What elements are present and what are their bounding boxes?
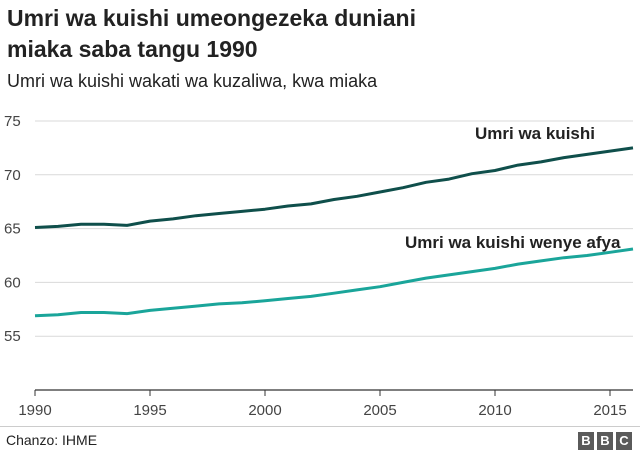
x-tick-label: 2000 [248, 402, 281, 419]
y-tick-label: 65 [4, 221, 21, 238]
x-tick-label: 2010 [478, 402, 511, 419]
bbc-logo-letter-1: B [578, 432, 594, 450]
x-tick-label: 1990 [18, 402, 51, 419]
chart-title: Umri wa kuishi umeongezeka duniani miaka… [7, 3, 627, 65]
series-line-life-expectancy [34, 146, 634, 229]
x-tick-label: 2005 [363, 402, 396, 419]
chart-subtitle: Umri wa kuishi wakati wa kuzaliwa, kwa m… [7, 71, 378, 91]
x-tick-label: 2015 [593, 402, 626, 419]
source-note: Chanzo: IHME [6, 432, 98, 448]
chart-title-line-1: Umri wa kuishi umeongezeka duniani [7, 5, 416, 31]
x-tick-label: 1995 [133, 402, 166, 419]
bbc-logo: B B C [578, 432, 632, 450]
y-tick-label: 75 [4, 113, 21, 130]
bbc-logo-letter-2: B [597, 432, 613, 450]
series-label-healthy-life-expectancy: Umri wa kuishi wenye afya [405, 233, 621, 252]
footer-divider [0, 426, 640, 427]
line-chart: 55 60 65 70 75 1990 1995 2000 2005 2010 2015 Umri … [4, 113, 634, 419]
y-tick-label: 60 [4, 274, 21, 291]
series-line-healthy-life-expectancy [34, 247, 634, 318]
series-label-life-expectancy: Umri wa kuishi [475, 124, 595, 143]
y-tick-label: 55 [4, 328, 21, 345]
y-tick-label: 70 [4, 167, 21, 184]
chart-title-line-2: miaka saba tangu 1990 [7, 36, 258, 62]
bbc-logo-letter-3: C [616, 432, 632, 450]
